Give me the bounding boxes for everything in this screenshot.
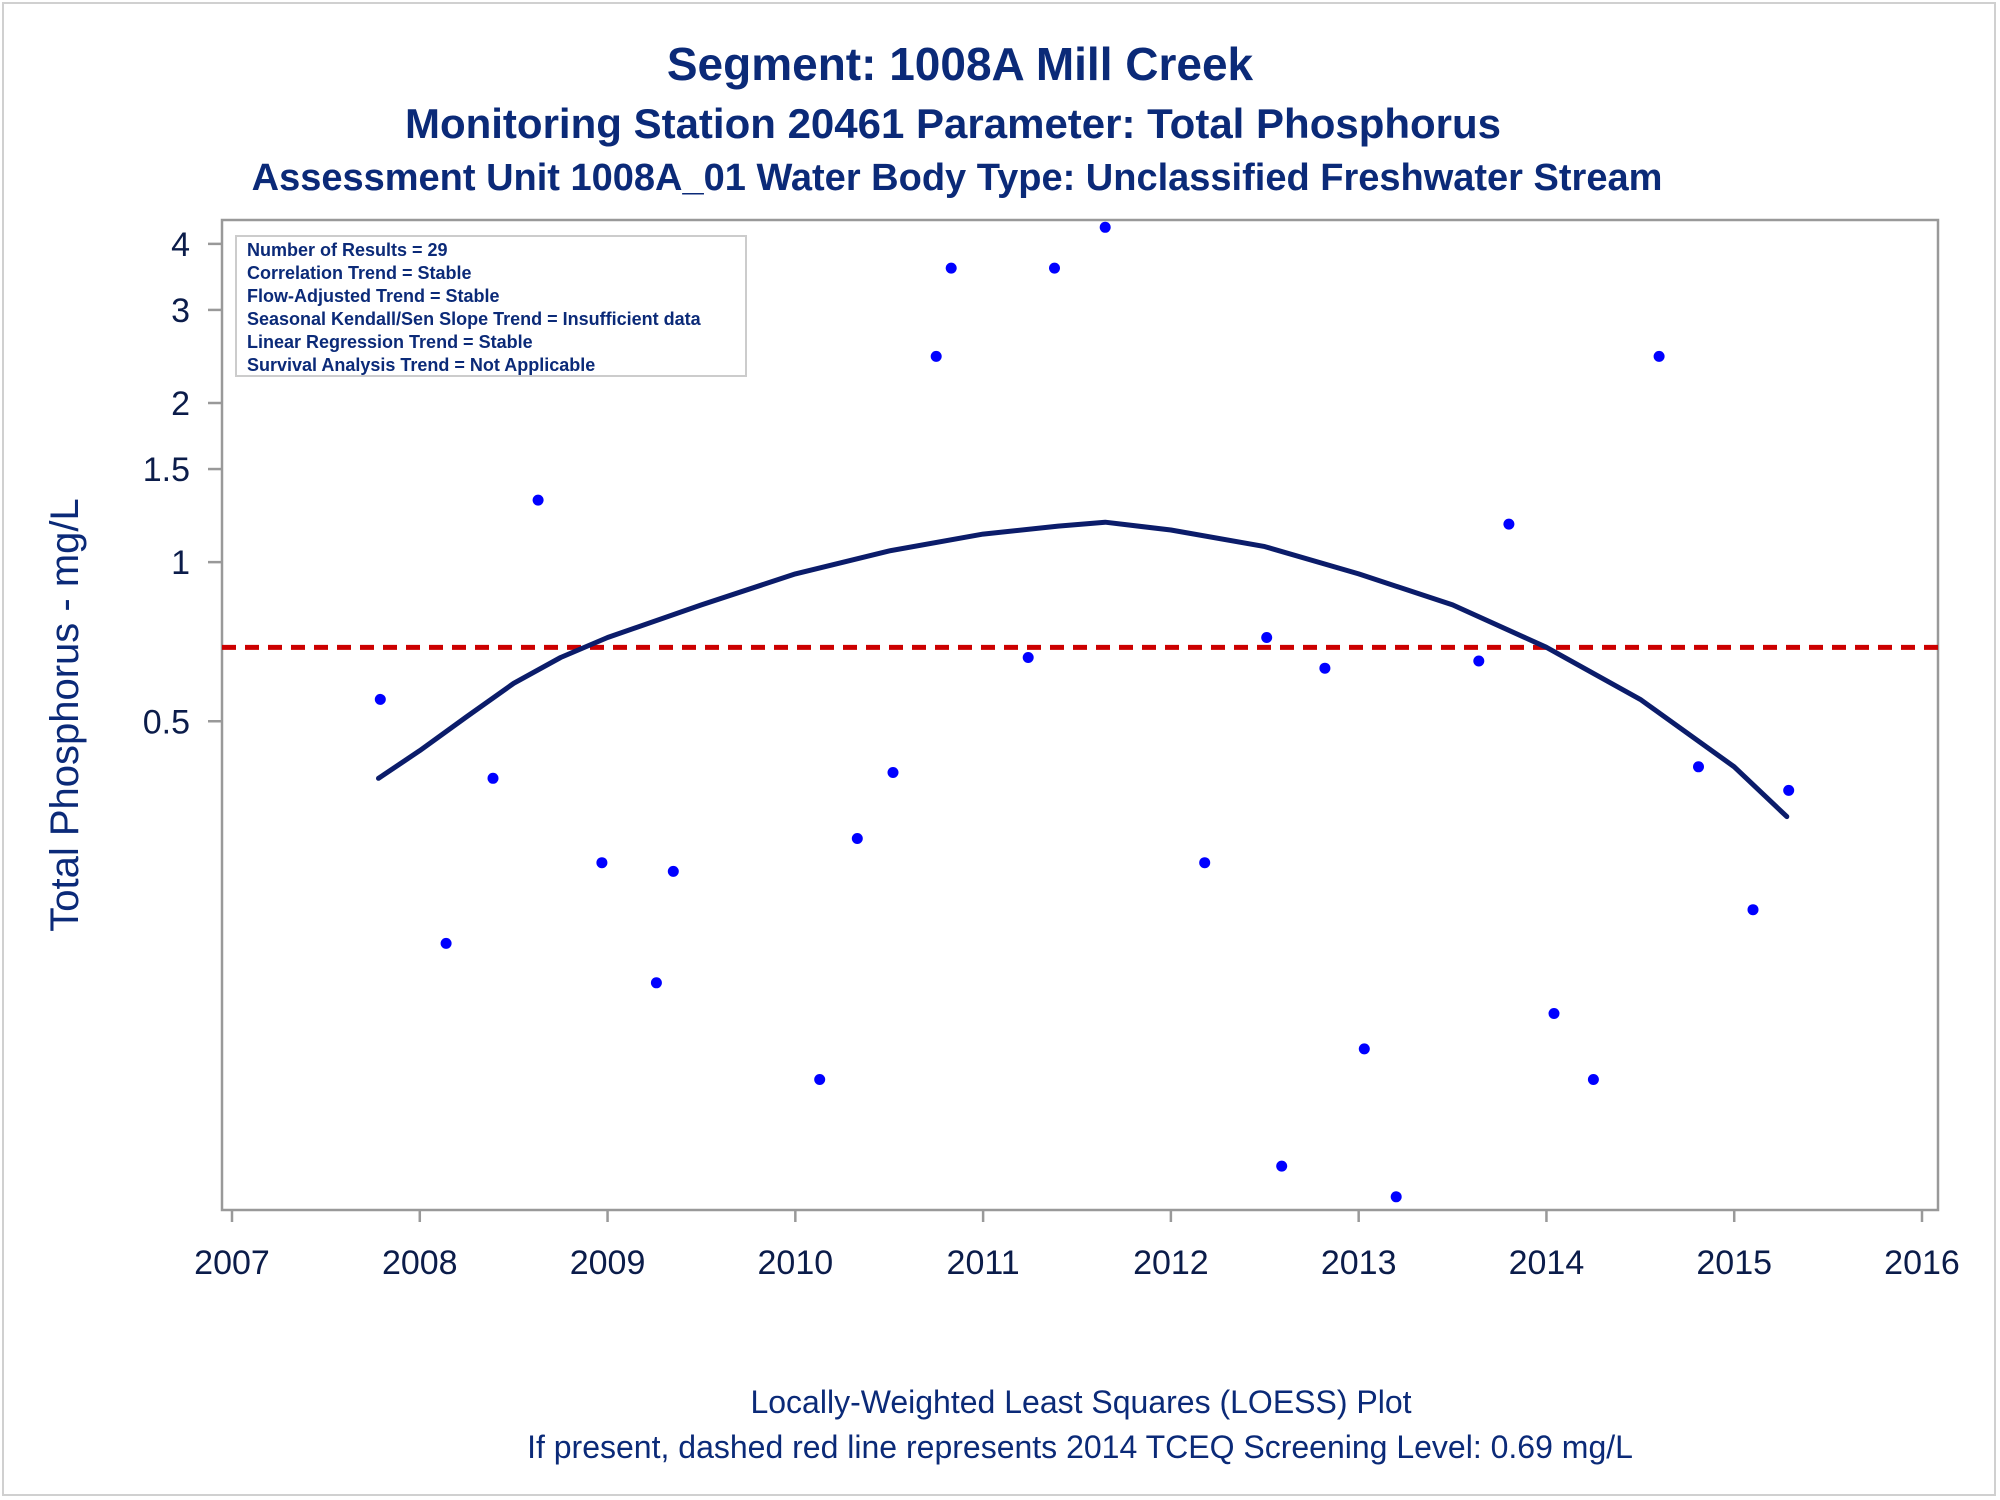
data-point-21 (1390, 1191, 1402, 1203)
x-tick-label-2008: 2008 (382, 1244, 458, 1282)
stats-line-flow-adjusted: Flow-Adjusted Trend = Stable (247, 286, 500, 306)
x-tick-label-2007: 2007 (194, 1244, 270, 1282)
data-point-18 (1276, 1160, 1288, 1172)
data-point-12 (945, 262, 957, 274)
data-point-3 (487, 772, 499, 784)
x-tick-label-2015: 2015 (1696, 1244, 1772, 1282)
x-tick-label-2014: 2014 (1509, 1244, 1585, 1282)
y-tick-label-0.5: 0.5 (143, 703, 190, 741)
x-tick-label-2013: 2013 (1321, 1244, 1397, 1282)
chart-subtitle: Monitoring Station 20461 Parameter: Tota… (405, 100, 1501, 147)
stats-line-correlation: Correlation Trend = Stable (247, 263, 472, 283)
y-tick-label-4: 4 (171, 226, 190, 264)
data-point-4 (532, 494, 544, 506)
data-point-22 (1473, 655, 1485, 667)
y-tick-label-2: 2 (171, 385, 190, 423)
data-point-13 (1022, 652, 1034, 663)
x-tick-label-2011: 2011 (947, 1244, 1020, 1282)
y-tick-label-3: 3 (171, 292, 190, 330)
data-point-9 (851, 833, 863, 844)
data-point-16 (1199, 857, 1211, 869)
stats-box: Number of Results = 29 Correlation Trend… (235, 235, 747, 377)
stats-line-results: Number of Results = 29 (247, 240, 448, 260)
footnote-screening: If present, dashed red line represents 2… (527, 1429, 1633, 1465)
data-point-8 (814, 1074, 826, 1085)
stats-line-survival: Survival Analysis Trend = Not Applicable (247, 355, 595, 375)
data-point-10 (887, 767, 899, 778)
y-axis: 0.5 1 1.5 2 3 4 (143, 226, 222, 741)
y-tick-label-1: 1 (171, 544, 190, 582)
data-point-2 (440, 937, 452, 949)
x-tick-label-2009: 2009 (570, 1244, 646, 1282)
data-point-23 (1503, 518, 1515, 530)
stats-line-seasonal-kendall: Seasonal Kendall/Sen Slope Trend = Insuf… (247, 309, 702, 329)
data-point-14 (1049, 262, 1060, 274)
stats-line-linear-regression: Linear Regression Trend = Stable (247, 332, 533, 352)
x-tick-label-2010: 2010 (758, 1244, 834, 1282)
data-point-25 (1587, 1074, 1599, 1085)
loess-layer (376, 519, 1790, 820)
data-point-17 (1261, 632, 1273, 643)
data-point-6 (650, 977, 662, 989)
x-tick-label-2016: 2016 (1884, 1244, 1960, 1282)
data-point-11 (930, 350, 942, 362)
data-point-7 (667, 865, 679, 877)
data-point-28 (1747, 904, 1759, 916)
data-point-24 (1548, 1008, 1560, 1019)
data-point-26 (1653, 350, 1665, 362)
stats-box-border (235, 235, 747, 377)
data-point-20 (1358, 1043, 1370, 1055)
data-point-27 (1693, 761, 1704, 773)
x-axis: 2007 2008 2009 2010 2011 2012 2013 2014 2015 2016 (194, 1210, 1960, 1282)
data-point-1 (374, 693, 386, 705)
y-axis-title: Total Phosphorus - mg/L (43, 498, 87, 932)
data-point-5 (596, 857, 608, 869)
loess-curve (376, 519, 1790, 820)
data-point-19 (1319, 662, 1331, 674)
footnote-loess: Locally-Weighted Least Squares (LOESS) P… (750, 1384, 1411, 1420)
data-point-15 (1099, 221, 1111, 233)
plot-area (220, 218, 1940, 1212)
y-tick-label-1.5: 1.5 (143, 451, 190, 489)
x-tick-label-2012: 2012 (1133, 1244, 1209, 1282)
data-point-29 (1783, 784, 1795, 796)
chart-subtitle-2: Assessment Unit 1008A_01 Water Body Type… (252, 157, 1663, 199)
points-layer (374, 221, 1795, 1203)
chart-title: Segment: 1008A Mill Creek (667, 38, 1254, 90)
